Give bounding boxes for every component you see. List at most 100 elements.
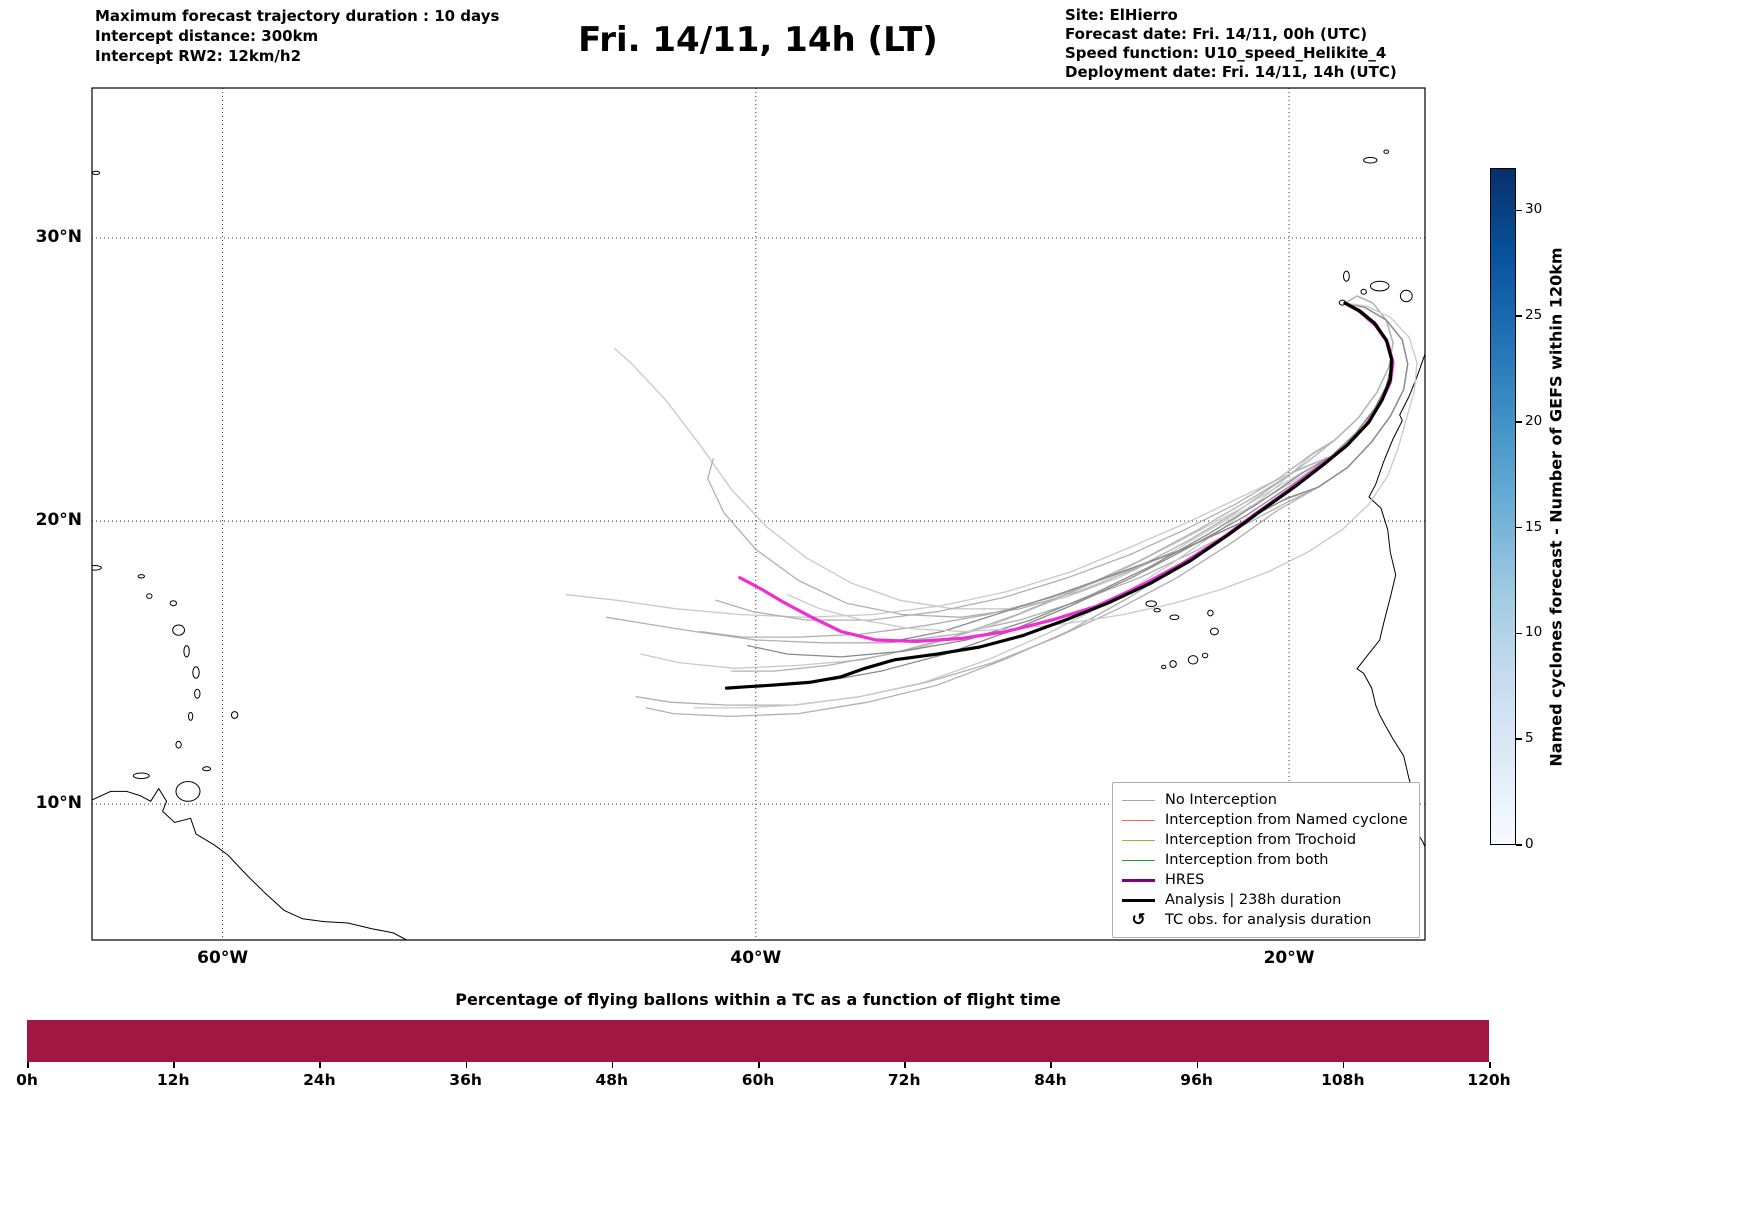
island [202,766,212,772]
time-axis-tick-mark [1196,1062,1199,1068]
colorbar-gradient [1490,168,1516,845]
colorbar-tick-label: 15 [1525,518,1543,535]
trajectory-gefs-15 [787,302,1418,633]
island [1369,280,1390,292]
tc-obs-icon-glyph: ↺ [1131,910,1146,930]
island [175,781,201,802]
island [146,593,153,599]
island [1383,149,1390,154]
trajectory-gefs-7 [645,302,1393,718]
time-axis-tick-label: 48h [595,1071,629,1089]
legend-line [1122,859,1155,861]
island [1207,609,1214,617]
colorbar-tick-mark [1516,315,1522,317]
time-axis-tick-mark [319,1062,321,1068]
figure-title: Fri. 14/11, 14h (LT) [578,20,938,60]
time-axis-tick-mark [1489,1062,1491,1068]
colorbar-tick-mark [1516,632,1522,635]
header-left: Maximum forecast trajectory duration : 1… [95,6,499,66]
legend-line-sample [1122,859,1155,861]
lon-tick-label: 40°W [730,948,782,968]
legend-line [1122,898,1155,902]
time-axis-tick-label: 108h [1321,1071,1365,1089]
colorbar-tick-label: 5 [1525,730,1534,747]
island [169,600,178,607]
legend-label: No Interception [1165,792,1277,808]
colorbar-tick-mark [1516,844,1522,846]
trajectory-gefs-3 [565,302,1393,618]
island [92,170,101,176]
time-axis-tick-label: 96h [1180,1071,1213,1089]
island [1169,660,1177,668]
trajectory-gefs-2 [707,295,1394,618]
trajectory-gefs-10 [699,302,1409,638]
legend-line-sample [1122,898,1155,902]
time-axis-tick-mark [1050,1062,1052,1068]
colorbar-tick-mark [1516,209,1522,212]
speed-function-text: Speed function: U10_speed_Helikite_4 [1065,44,1387,62]
colorbar-label: Named cyclones forecast - Number of GEFS… [1546,247,1566,767]
coastline-south-america [92,787,407,940]
header-right: Site: ElHierro Forecast date: Fri. 14/11… [1065,6,1397,82]
intercept-rw2-text: Intercept RW2: 12km/h2 [95,47,302,65]
forecast-date-text: Forecast date: Fri. 14/11, 00h (UTC) [1065,25,1368,43]
island [1153,608,1161,613]
legend-item-5: HRES [1122,870,1410,890]
time-axis-tick-mark [1342,1062,1345,1068]
island [1363,156,1378,164]
legend-line-sample [1122,878,1155,882]
time-axis-tick-label: 24h [303,1071,336,1089]
time-axis-tick-label: 84h [1034,1071,1067,1089]
trajectory-analysis [724,301,1394,690]
legend-label: Interception from both [1165,852,1329,868]
deployment-date-text: Deployment date: Fri. 14/11, 14h (UTC) [1065,63,1397,81]
tc-obs-icon: ↺ [1122,910,1155,930]
island [1437,276,1456,293]
bottom-chart-title: Percentage of flying ballons within a TC… [455,990,1061,1009]
colorbar-tick-label: 30 [1525,201,1543,218]
trajectory-gefs-13 [899,302,1409,641]
time-axis-tick-label: 0h [16,1071,38,1089]
colorbar-tick-label: 10 [1525,624,1543,641]
colorbar-tick-label: 0 [1525,836,1534,852]
legend-label: HRES [1165,872,1205,888]
legend-line [1122,839,1155,841]
island [1201,652,1209,659]
island [1169,614,1180,621]
legend-line-sample [1122,799,1155,801]
legend-line-sample [1122,839,1155,841]
time-axis-tick-mark [465,1062,468,1068]
coastline-africa [1356,353,1425,847]
island [1399,289,1413,303]
island [230,711,239,719]
trajectory-gefs-1 [613,302,1393,610]
time-axis-tick-label: 12h [156,1071,190,1089]
colorbar-tick-mark [1516,421,1522,423]
map-layers [92,88,1456,940]
lat-tick-label: 20°N [35,510,82,531]
legend-line [1122,878,1155,882]
time-axis-tick-mark [611,1062,614,1068]
legend-line [1122,819,1155,821]
time-axis-tick-label: 60h [741,1071,775,1089]
colorbar-tick-label: 20 [1525,412,1543,429]
intercept-distance-text: Intercept distance: 300km [95,27,319,45]
time-axis-tick-mark [173,1062,175,1068]
lon-tick-label: 20°W [1263,948,1315,968]
time-axis-tick-label: 120h [1467,1071,1511,1089]
time-axis-tick-label: 72h [887,1071,921,1089]
time-axis-tick-mark [758,1062,760,1068]
island [132,772,150,780]
island [188,711,194,721]
island [183,645,190,658]
lat-tick-label: 10°N [35,793,82,814]
legend: No Interception Interception from Named c… [1112,782,1420,938]
legend-item-1: No Interception [1122,790,1410,810]
island [1187,655,1199,665]
island [92,565,102,571]
time-axis-tick-mark [904,1062,906,1068]
legend-line-sample [1122,819,1155,821]
trajectory-gefs-11 [715,295,1394,621]
